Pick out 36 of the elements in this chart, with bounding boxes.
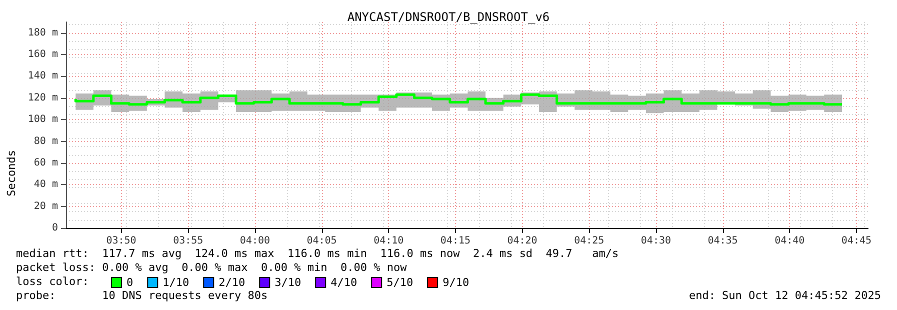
y-tick-label: 140 m [28,70,58,82]
x-tick-label: 04:20 [507,236,538,246]
y-tick-label: 160 m [28,49,58,60]
x-tick-label: 03:55 [173,236,204,246]
x-tick-label: 04:10 [374,236,404,246]
legend-label: 5/10 [386,276,414,289]
y-axis-title: Seconds [5,150,18,196]
x-tick-label: 04:15 [440,236,471,246]
y-tick-label: 40 m [34,179,58,190]
text: end: Sun Oct 12 04:45:52 2025 [688,289,882,302]
x-tick-label: 04:25 [574,236,604,246]
y-tick-label: 180 m [28,27,58,38]
legend-label: 3/10 [274,276,302,289]
y-tick-label: 120 m [28,92,58,104]
x-tick-label: 03:50 [106,236,136,246]
y-tick-label: 0 [52,222,58,234]
legend-label: 9/10 [442,276,470,289]
text: packet loss: 0.00 % avg 0.00 % max 0.00 % min 0.00 % now [16,261,408,274]
legend-label: 4/10 [330,276,358,289]
y-tick-label: 20 m [34,200,58,212]
legend-label: 0 [126,276,134,289]
chart-title: ANYCAST/DNSROOT/B_DNSROOT_v6 [347,10,550,24]
x-tick-label: 04:05 [306,236,337,246]
text: median rtt: 117.7 ms avg 124.0 ms max 116.0 ms min 116.0 ms now 2.4 ms sd 49.7 am/s [16,247,619,260]
legend-label: 2/10 [218,276,246,289]
y-tick-label: 60 m [34,157,58,168]
y-tick-label: 100 m [28,114,58,126]
x-tick-label: 04:40 [774,236,805,246]
x-tick-label: 04:00 [240,236,270,246]
x-tick-label: 04:35 [708,236,738,246]
legend-title: loss color: [16,275,89,288]
x-tick-label: 04:30 [640,236,672,246]
text: probe: 10 DNS requests every 80s [16,289,268,302]
y-tick-label: 80 m [34,136,58,147]
legend-label: 1/10 [162,276,190,289]
x-tick-label: 04:45 [841,236,872,246]
